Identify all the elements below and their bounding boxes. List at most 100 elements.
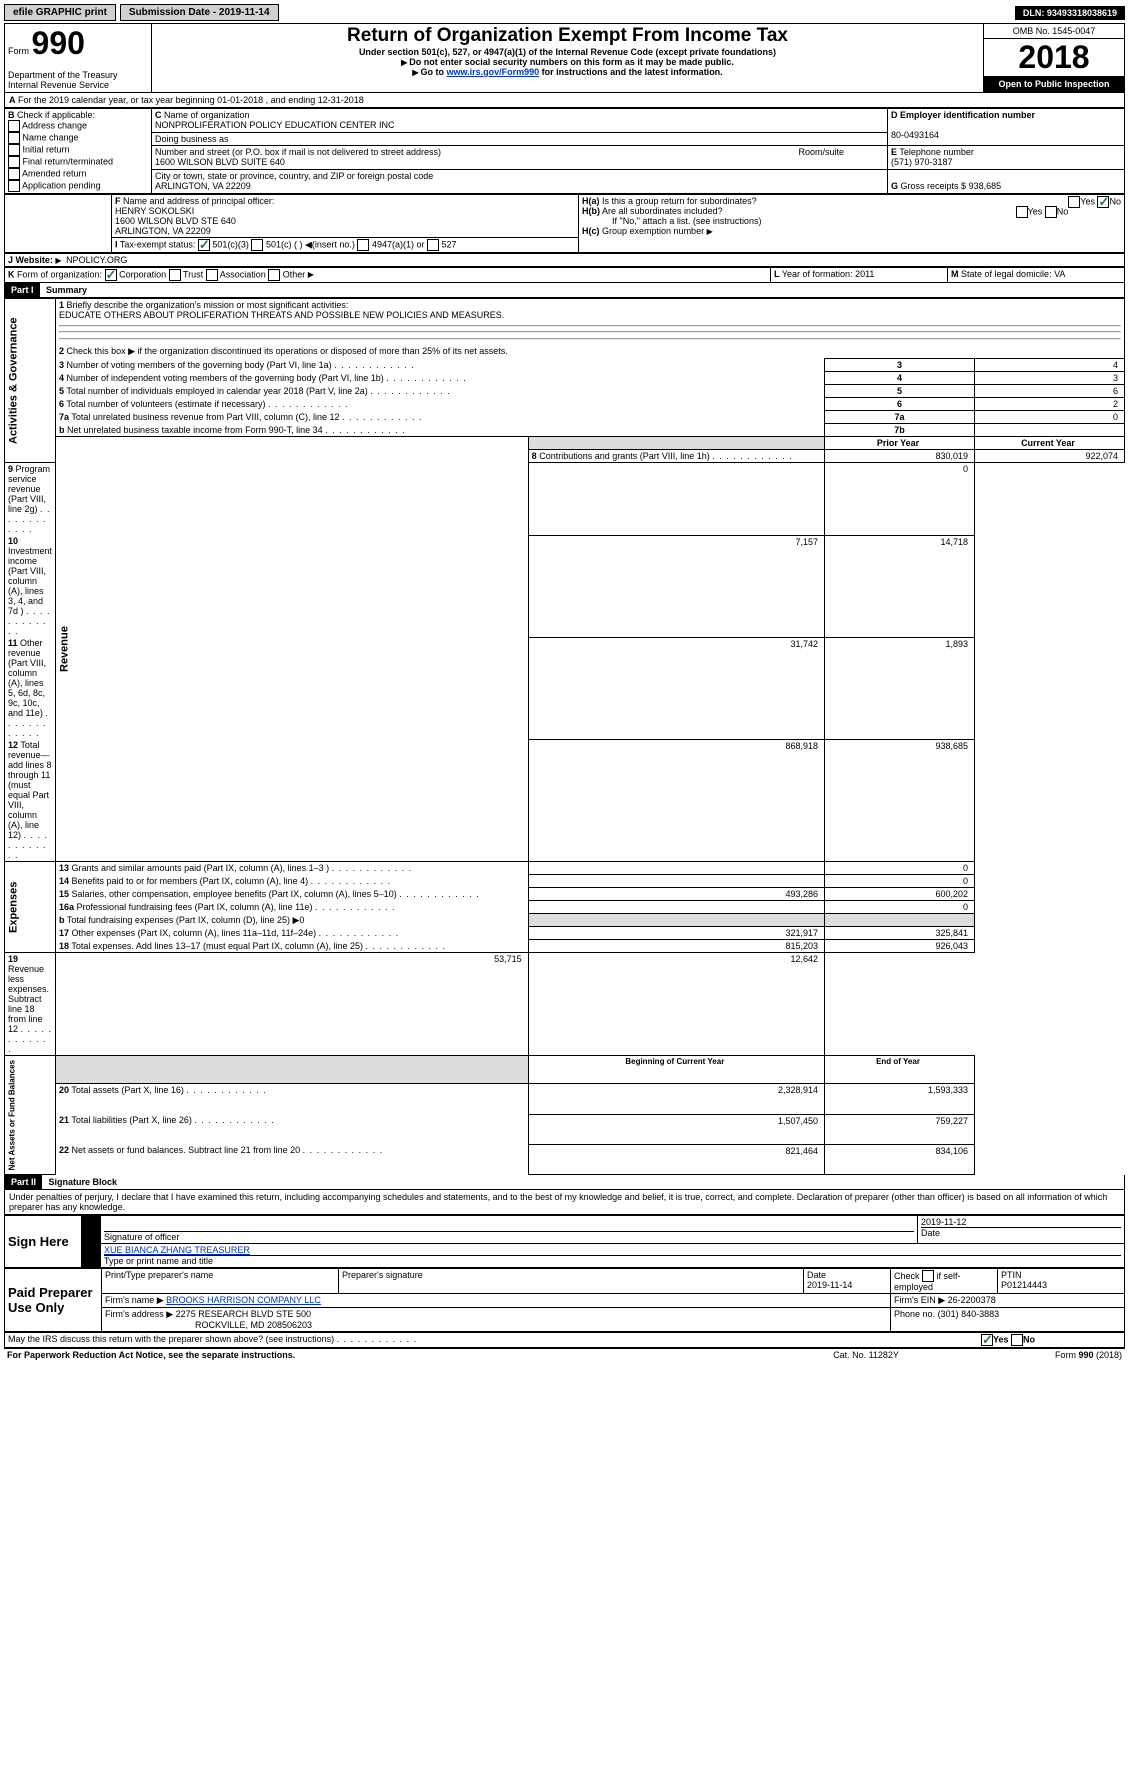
- 527-checkbox[interactable]: [427, 239, 439, 251]
- ha-label: Is this a group return for subordinates?: [602, 196, 757, 206]
- gross-receipts: 938,685: [969, 181, 1002, 191]
- paid-preparer-label: Paid Preparer Use Only: [5, 1269, 102, 1332]
- org-form-row: K Form of organization: Corporation Trus…: [4, 267, 1125, 283]
- subtitle3: Go to www.irs.gov/Form990 for instructio…: [155, 67, 980, 77]
- subtitle2: Do not enter social security numbers on …: [155, 57, 980, 67]
- ein-value: 80-0493164: [891, 130, 939, 140]
- 4947-checkbox[interactable]: [357, 239, 369, 251]
- rev-section-label: Revenue: [56, 437, 529, 862]
- domicile: VA: [1054, 269, 1065, 279]
- corp-checkbox[interactable]: [105, 269, 117, 281]
- top-bar: efile GRAPHIC print Submission Date - 20…: [4, 4, 1125, 21]
- irs-link[interactable]: www.irs.gov/Form990: [446, 67, 539, 77]
- dba-label: Doing business as: [155, 134, 229, 144]
- year-formation: 2011: [855, 269, 874, 279]
- firm-phone-label: Phone no.: [894, 1309, 935, 1319]
- hb-no-checkbox[interactable]: [1045, 206, 1057, 218]
- discuss-yes-checkbox[interactable]: [981, 1334, 993, 1346]
- firm-name-label: Firm's name ▶: [105, 1295, 164, 1305]
- entity-info-table: B Check if applicable: Address change Na…: [4, 108, 1125, 194]
- firm-addr: 2275 RESEARCH BLVD STE 500: [176, 1309, 311, 1319]
- website-value: NPOLICY.ORG: [66, 255, 127, 265]
- 501c3-checkbox[interactable]: [198, 239, 210, 251]
- prep-sig-label: Preparer's signature: [342, 1270, 423, 1280]
- officer-name: HENRY SOKOLSKI: [115, 206, 194, 216]
- firm-phone: (301) 840-3883: [938, 1309, 1000, 1319]
- name-change-checkbox[interactable]: [8, 132, 20, 144]
- self-emp-checkbox[interactable]: [922, 1270, 934, 1282]
- officer-status-table: F Name and address of principal officer:…: [4, 194, 1125, 253]
- dln-label: DLN: 93493318038619: [1015, 6, 1125, 20]
- k-label: Form of organization:: [17, 269, 102, 279]
- e-label: Telephone number: [899, 147, 974, 157]
- preparer-table: Paid Preparer Use Only Print/Type prepar…: [4, 1268, 1125, 1332]
- ha-no-checkbox[interactable]: [1097, 196, 1109, 208]
- amended-checkbox[interactable]: [8, 168, 20, 180]
- self-emp-label: Check if self-employed: [894, 1271, 961, 1293]
- officer-addr1: 1600 WILSON BLVD STE 640: [115, 216, 236, 226]
- ptin-label: PTIN: [1001, 1270, 1022, 1280]
- gov-section-label: Activities & Governance: [5, 299, 56, 463]
- street-label: Number and street (or P.O. box if mail i…: [155, 147, 441, 157]
- form-ref: Form 990 (2018): [969, 1349, 1125, 1362]
- prep-date: 2019-11-14: [807, 1280, 852, 1290]
- date-label: Date: [921, 1228, 940, 1238]
- part-ii-title: Signature Block: [49, 1177, 118, 1187]
- officer-addr2: ARLINGTON, VA 22209: [115, 226, 211, 236]
- addr-change-checkbox[interactable]: [8, 120, 20, 132]
- prep-date-label: Date: [807, 1270, 826, 1280]
- mission-text: EDUCATE OTHERS ABOUT PROLIFERATION THREA…: [59, 310, 504, 320]
- discuss-label: May the IRS discuss this return with the…: [8, 1334, 334, 1344]
- submission-date-button[interactable]: Submission Date - 2019-11-14: [120, 4, 279, 21]
- hb2-label: If "No," attach a list. (see instruction…: [612, 216, 761, 226]
- sig-officer-label: Signature of officer: [104, 1232, 179, 1242]
- dept-label: Department of the TreasuryInternal Reven…: [8, 70, 148, 90]
- efile-button[interactable]: efile GRAPHIC print: [4, 4, 116, 21]
- city-label: City or town, state or province, country…: [155, 171, 433, 181]
- discuss-row: May the IRS discuss this return with the…: [4, 1332, 1125, 1348]
- sig-date: 2019-11-12: [921, 1217, 966, 1227]
- part-i-table: Activities & Governance 1 Briefly descri…: [4, 298, 1125, 1175]
- other-checkbox[interactable]: [268, 269, 280, 281]
- ptin-value: P01214443: [1001, 1280, 1047, 1290]
- q1-label: Briefly describe the organization's miss…: [67, 300, 349, 310]
- app-pending-checkbox[interactable]: [8, 180, 20, 192]
- subtitle1: Under section 501(c), 527, or 4947(a)(1)…: [155, 47, 980, 57]
- signature-table: Sign Here Signature of officer 2019-11-1…: [4, 1215, 1125, 1268]
- current-year-header: Current Year: [975, 437, 1125, 450]
- prior-year-header: Prior Year: [825, 437, 975, 450]
- final-return-checkbox[interactable]: [8, 156, 20, 168]
- 501c-checkbox[interactable]: [251, 239, 263, 251]
- website-row: J Website: NPOLICY.ORG: [4, 253, 1125, 267]
- part-ii-header: Part II: [5, 1175, 42, 1189]
- initial-return-checkbox[interactable]: [8, 144, 20, 156]
- prep-name-label: Print/Type preparer's name: [105, 1270, 213, 1280]
- firm-addr-label: Firm's address ▶: [105, 1309, 173, 1319]
- form-number: 990: [32, 25, 85, 61]
- hb-yes-checkbox[interactable]: [1016, 206, 1028, 218]
- j-label: Website:: [16, 255, 53, 265]
- ha-yes-checkbox[interactable]: [1068, 196, 1080, 208]
- part-i-header: Part I: [5, 283, 40, 297]
- firm-name-link[interactable]: BROOKS HARRISON COMPANY LLC: [166, 1295, 321, 1305]
- tax-year: 2018: [984, 39, 1124, 76]
- discuss-no-checkbox[interactable]: [1011, 1334, 1023, 1346]
- g-label: Gross receipts $: [901, 181, 967, 191]
- phone-value: (571) 970-3187: [891, 157, 953, 167]
- trust-checkbox[interactable]: [169, 269, 181, 281]
- begin-year-header: Beginning of Current Year: [528, 1056, 824, 1084]
- city-value: ARLINGTON, VA 22209: [155, 181, 251, 191]
- firm-ein: 26-2200378: [948, 1295, 996, 1305]
- org-name: NONPROLIFERATION POLICY EDUCATION CENTER…: [155, 120, 395, 130]
- form-header: Form 990 Department of the TreasuryInter…: [4, 23, 1125, 93]
- end-year-header: End of Year: [825, 1056, 975, 1084]
- open-inspection: Open to Public Inspection: [984, 76, 1124, 92]
- sign-here-label: Sign Here: [5, 1216, 82, 1268]
- assoc-checkbox[interactable]: [206, 269, 218, 281]
- firm-ein-label: Firm's EIN ▶: [894, 1295, 945, 1305]
- perjury-text: Under penalties of perjury, I declare th…: [4, 1190, 1125, 1215]
- d-label: Employer identification number: [900, 110, 1035, 120]
- firm-city: ROCKVILLE, MD 208506203: [195, 1320, 312, 1330]
- part-i-title: Summary: [46, 285, 87, 295]
- officer-name-link[interactable]: XUE BIANCA ZHANG TREASURER: [104, 1245, 1121, 1256]
